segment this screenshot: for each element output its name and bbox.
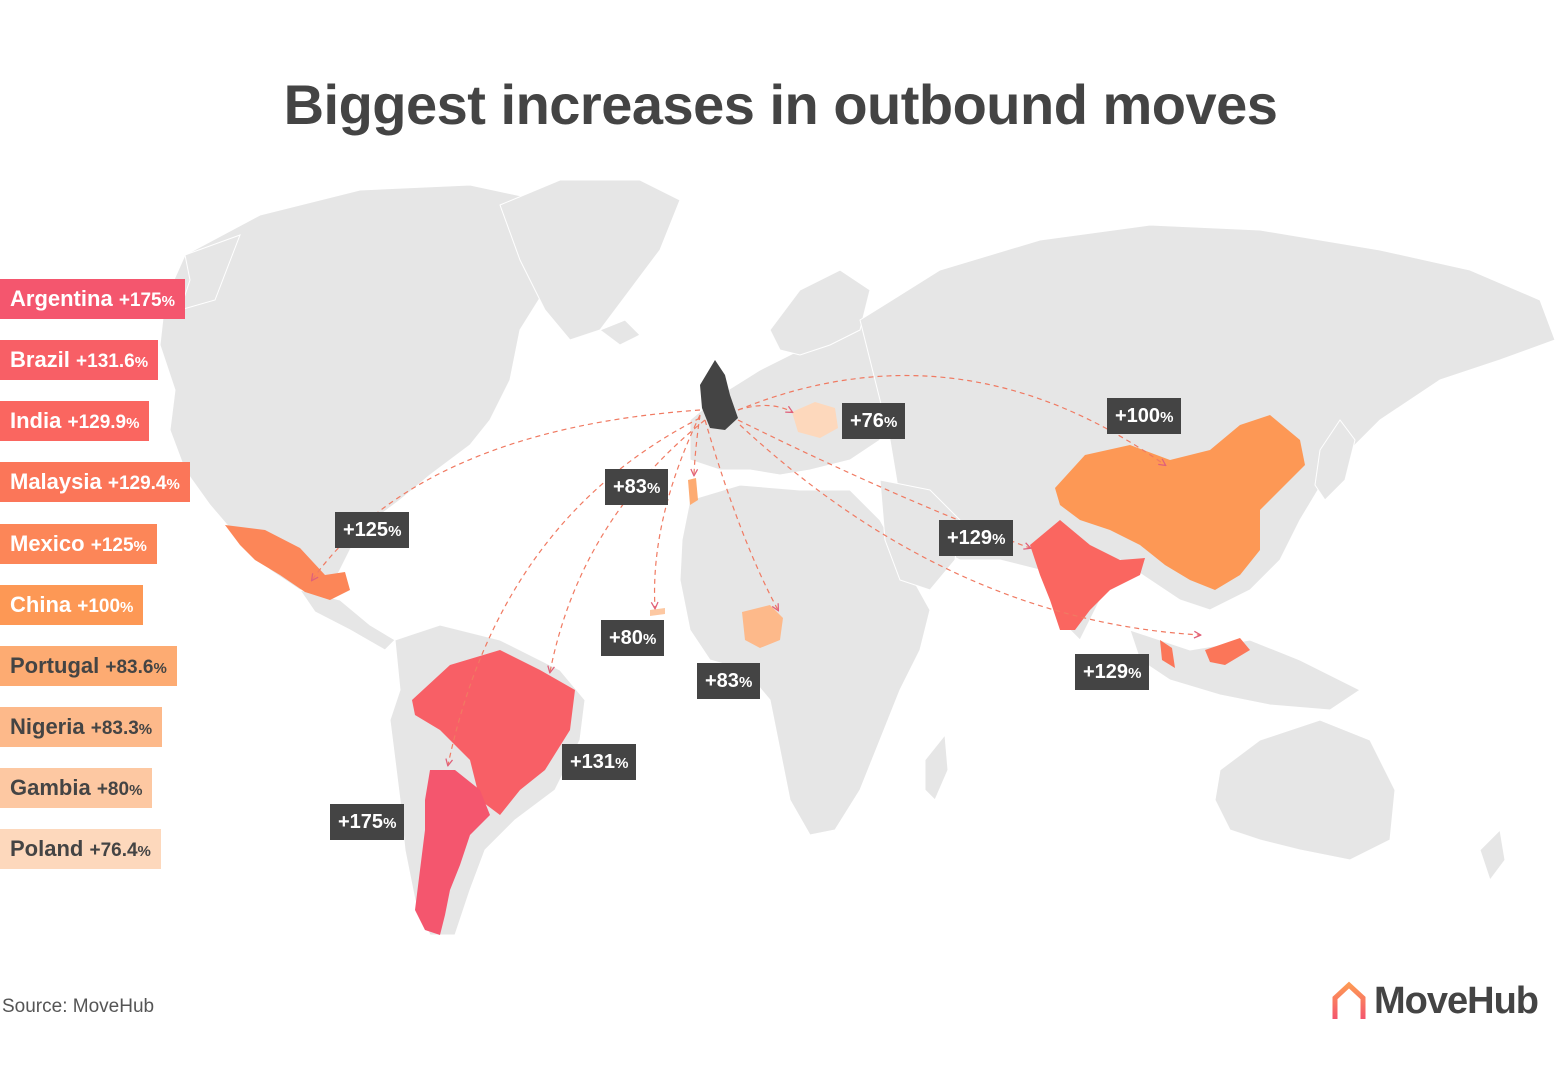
country-argentina (415, 770, 490, 935)
legend-item-brazil: Brazil +131.6% (0, 340, 159, 380)
sea-islands-land (1129, 629, 1361, 711)
legend-value: +125 (90, 535, 134, 556)
legend-item-portugal: Portugal +83.6% (0, 646, 177, 686)
route-to-poland (737, 404, 792, 412)
callout-poland: +76% (842, 403, 906, 439)
callout-argentina: +175% (330, 804, 405, 840)
highlighted-countries (225, 360, 1305, 935)
legend-value: +131.6 (76, 351, 135, 372)
callout-china: +100% (1107, 398, 1182, 434)
legend-value: +83.3 (90, 718, 139, 739)
legend-item-argentina: Argentina +175% (0, 279, 185, 319)
central-america-land (298, 589, 396, 651)
iceland-land (598, 319, 641, 346)
country-mexico (225, 525, 350, 600)
source-note: Source: MoveHub (2, 996, 155, 1017)
greenland-land (499, 179, 681, 341)
legend-percent-sign: % (153, 660, 167, 677)
scandinavia-land (769, 269, 871, 356)
legend-item-nigeria: Nigeria +83.3% (0, 707, 163, 747)
alaska-land (179, 234, 241, 311)
legend-country: India (10, 408, 62, 433)
callout-gambia: +80% (601, 620, 665, 656)
callout-nigeria: +83% (697, 663, 761, 699)
callout-india: +129% (939, 520, 1014, 556)
legend-value: +76.4 (89, 840, 138, 861)
legend-percent-sign: % (166, 476, 180, 493)
country-gambia (650, 608, 665, 616)
country-portugal (688, 478, 698, 505)
legend-item-poland: Poland +76.4% (0, 829, 161, 869)
legend-percent-sign: % (126, 415, 140, 432)
house-icon (1332, 981, 1366, 1019)
route-to-portugal (694, 414, 701, 475)
route-to-china (737, 375, 1165, 465)
route-to-nigeria (704, 419, 778, 610)
legend-value: +83.6 (105, 657, 154, 678)
arabia-land (879, 479, 961, 591)
route-to-gambia (655, 414, 701, 608)
legend-item-gambia: Gambia +80% (0, 768, 153, 808)
legend-percent-sign: % (133, 538, 147, 555)
legend-percent-sign: % (134, 354, 149, 371)
legend-country: Malaysia (10, 469, 102, 494)
legend-value: +129.4 (107, 473, 167, 494)
legend-country: Gambia (10, 775, 91, 800)
legend-item-china: China +100% (0, 585, 144, 625)
country-malaysia (1160, 638, 1250, 668)
new-zealand-land (1479, 828, 1506, 882)
africa-land (679, 484, 931, 836)
route-to-brazil (550, 419, 706, 672)
route-to-argentina (448, 417, 701, 765)
callout-brazil: +131% (562, 744, 637, 780)
brand-name: MoveHub (1374, 979, 1539, 1022)
legend-value: +175 (118, 290, 162, 311)
legend-value: +100 (77, 596, 121, 617)
country-china (1055, 415, 1305, 590)
japan-land (1314, 419, 1356, 501)
callout-malaysia: +129% (1075, 654, 1150, 690)
route-to-mexico (312, 409, 701, 580)
legend-item-india: India +129.9% (0, 401, 150, 441)
legend-country: Nigeria (10, 714, 85, 739)
legend-percent-sign: % (138, 721, 153, 738)
legend-country: Poland (10, 836, 84, 861)
legend-item-mexico: Mexico +125% (0, 524, 157, 564)
legend-country: Portugal (10, 653, 100, 678)
legend-percent-sign: % (129, 782, 143, 799)
movehub-logo: MoveHub (1330, 976, 1539, 1026)
country-nigeria (742, 605, 783, 648)
callout-mexico: +125% (335, 512, 410, 548)
legend-item-malaysia: Malaysia +129.4% (0, 462, 190, 502)
country-india (1030, 520, 1145, 630)
legend-country: Mexico (10, 531, 85, 556)
chart-title: Biggest increases in outbound moves (283, 73, 1278, 136)
country-brazil (412, 650, 575, 815)
country-uk (700, 360, 738, 430)
callout-portugal: +83% (605, 469, 669, 505)
legend-country: Argentina (10, 286, 113, 311)
legend-percent-sign: % (120, 599, 134, 616)
madagascar-land (924, 733, 949, 801)
legend-country: Brazil (10, 347, 70, 372)
legend-percent-sign: % (161, 293, 175, 310)
legend-value: +80 (96, 779, 130, 800)
australia-land (1214, 719, 1396, 861)
country-poland (792, 402, 838, 438)
legend-percent-sign: % (137, 843, 151, 860)
legend-value: +129.9 (67, 412, 127, 433)
legend-country: China (10, 592, 72, 617)
